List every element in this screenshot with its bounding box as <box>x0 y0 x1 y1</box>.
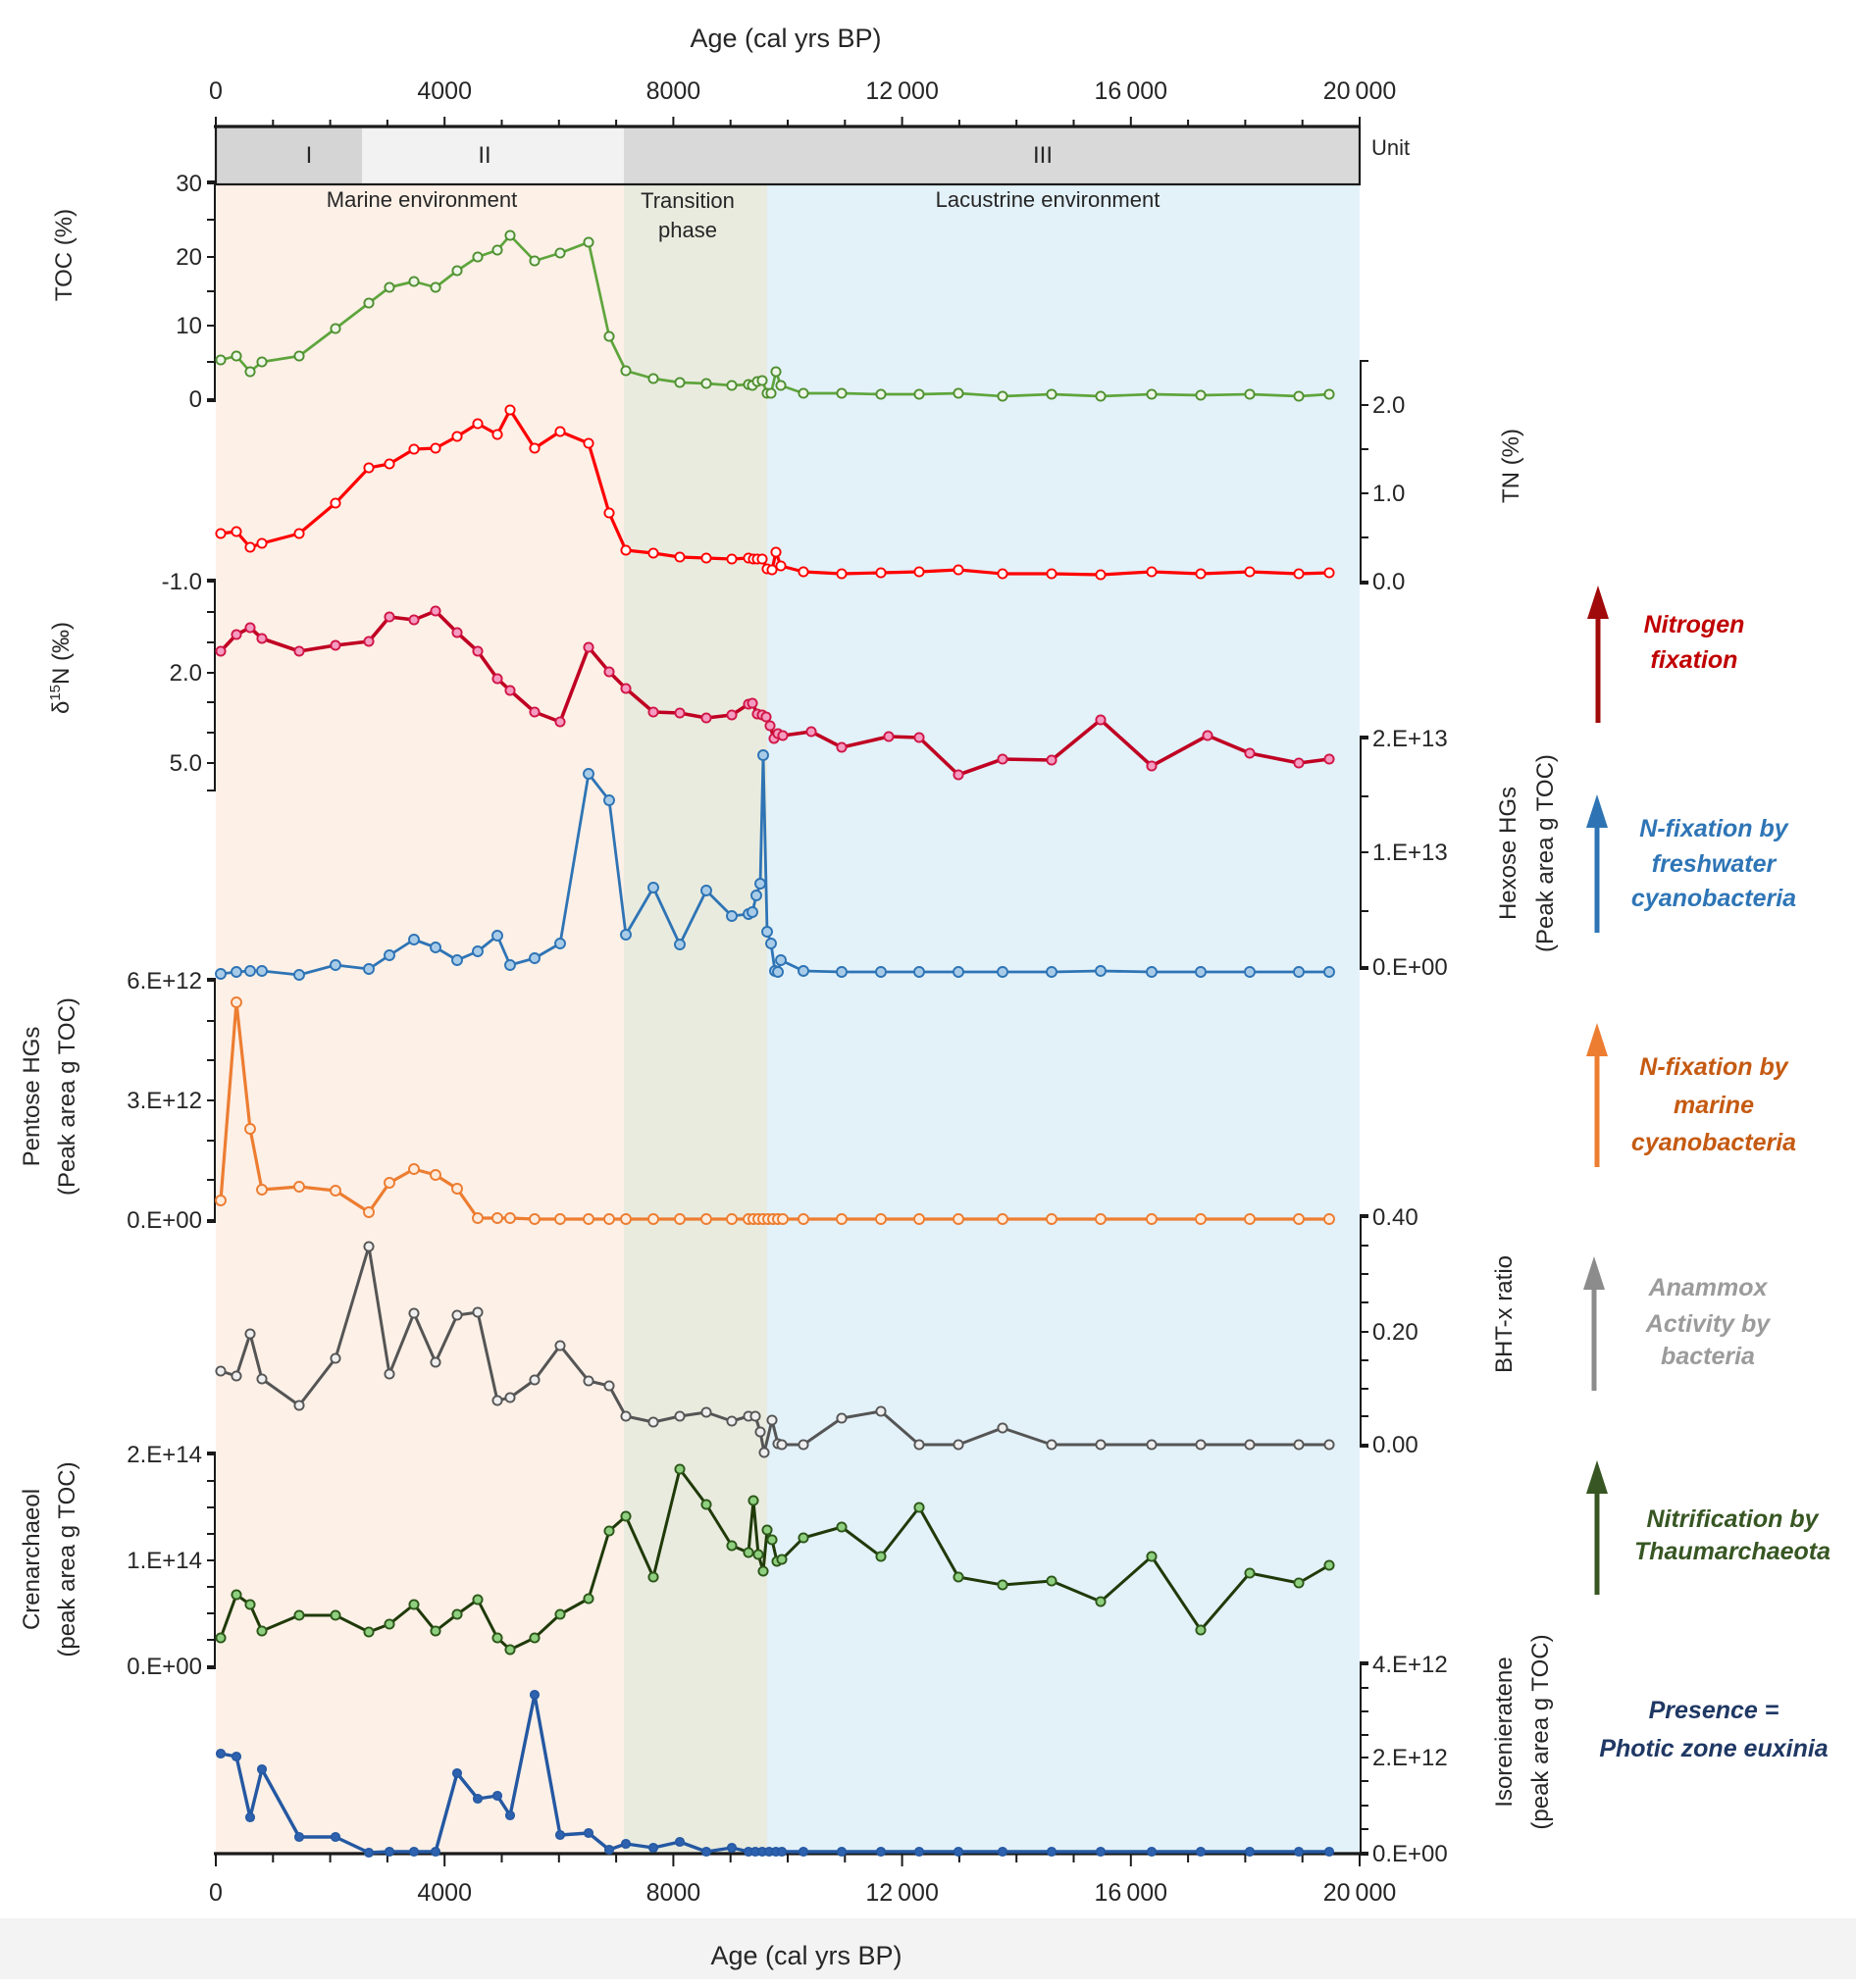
svg-text:0.E+00: 0.E+00 <box>1372 954 1448 981</box>
svg-text:I: I <box>306 142 313 169</box>
svg-text:0.0: 0.0 <box>1372 569 1405 595</box>
svg-text:Age (cal yrs BP): Age (cal yrs BP) <box>710 1941 902 1970</box>
svg-text:Unit: Unit <box>1371 135 1410 160</box>
svg-text:freshwater: freshwater <box>1652 850 1778 878</box>
svg-text:bacteria: bacteria <box>1661 1343 1755 1370</box>
svg-text:4000: 4000 <box>417 1879 472 1907</box>
svg-text:1.0: 1.0 <box>1372 481 1405 507</box>
svg-text:-1.0: -1.0 <box>162 569 202 595</box>
svg-text:2.E+14: 2.E+14 <box>127 1442 202 1468</box>
svg-text:1.E+13: 1.E+13 <box>1372 840 1448 866</box>
svg-text:20: 20 <box>176 244 202 271</box>
svg-text:2.E+12: 2.E+12 <box>1372 1745 1448 1771</box>
svg-text:Age (cal yrs BP): Age (cal yrs BP) <box>690 24 881 53</box>
svg-text:8000: 8000 <box>646 77 701 105</box>
svg-text:8000: 8000 <box>646 1879 701 1907</box>
svg-text:N-fixation by: N-fixation by <box>1639 815 1788 842</box>
svg-text:Nitrogen: Nitrogen <box>1644 611 1745 638</box>
svg-text:0.E+00: 0.E+00 <box>127 1654 202 1680</box>
svg-text:marine: marine <box>1674 1092 1754 1119</box>
svg-text:II: II <box>478 142 490 169</box>
svg-text:Photic zone euxinia: Photic zone euxinia <box>1599 1735 1828 1762</box>
svg-text:TN (%): TN (%) <box>1498 429 1524 503</box>
svg-text:III: III <box>1033 142 1053 169</box>
svg-text:16 000: 16 000 <box>1095 77 1168 105</box>
svg-text:(Peak area g TOC): (Peak area g TOC) <box>1532 754 1559 952</box>
svg-text:Transition: Transition <box>641 188 735 213</box>
svg-text:1.E+14: 1.E+14 <box>127 1548 202 1574</box>
svg-text:12 000: 12 000 <box>865 77 939 105</box>
svg-text:16 000: 16 000 <box>1095 1879 1168 1907</box>
svg-text:0.40: 0.40 <box>1372 1204 1418 1231</box>
svg-text:20 000: 20 000 <box>1323 1879 1397 1907</box>
svg-text:20 000: 20 000 <box>1323 77 1397 105</box>
svg-text:Crenarchaeol: Crenarchaeol <box>19 1489 45 1630</box>
svg-text:4.E+12: 4.E+12 <box>1372 1652 1448 1678</box>
svg-text:Presence =: Presence = <box>1649 1697 1779 1724</box>
svg-text:3.E+12: 3.E+12 <box>127 1088 202 1114</box>
svg-text:cyanobacteria: cyanobacteria <box>1631 885 1796 912</box>
svg-text:Thaumarchaeota: Thaumarchaeota <box>1634 1538 1830 1565</box>
svg-text:0.E+00: 0.E+00 <box>1372 1841 1448 1867</box>
svg-text:(peak area g TOC): (peak area g TOC) <box>1527 1634 1554 1829</box>
svg-text:2.0: 2.0 <box>1372 392 1405 419</box>
svg-text:N-fixation by: N-fixation by <box>1639 1053 1788 1081</box>
svg-text:2.0: 2.0 <box>170 660 202 687</box>
svg-text:6.E+12: 6.E+12 <box>127 968 202 994</box>
svg-text:cyanobacteria: cyanobacteria <box>1631 1129 1796 1156</box>
svg-text:4000: 4000 <box>417 77 472 105</box>
svg-text:0: 0 <box>189 386 202 413</box>
svg-text:Isorenieratene: Isorenieratene <box>1491 1657 1518 1807</box>
svg-text:2.E+13: 2.E+13 <box>1372 726 1448 752</box>
svg-text:5.0: 5.0 <box>170 750 202 777</box>
svg-text:0: 0 <box>209 77 223 105</box>
svg-text:phase: phase <box>658 218 717 242</box>
svg-text:Pentose HGs: Pentose HGs <box>19 1027 45 1167</box>
svg-text:(peak area g TOC): (peak area g TOC) <box>54 1461 80 1657</box>
svg-text:30: 30 <box>176 171 202 197</box>
svg-text:12 000: 12 000 <box>865 1879 939 1907</box>
svg-text:0: 0 <box>209 1879 223 1907</box>
svg-text:fixation: fixation <box>1651 646 1738 674</box>
svg-text:(Peak area g TOC): (Peak area g TOC) <box>54 997 80 1196</box>
svg-text:0.00: 0.00 <box>1372 1432 1418 1458</box>
svg-text:BHT-x ratio: BHT-x ratio <box>1491 1255 1518 1373</box>
svg-text:Activity by: Activity by <box>1645 1310 1772 1338</box>
svg-text:Marine environment: Marine environment <box>327 187 517 212</box>
svg-text:Nitrification by: Nitrification by <box>1646 1505 1819 1533</box>
svg-text:Hexose HGs: Hexose HGs <box>1495 787 1521 920</box>
svg-text:Lacustrine environment: Lacustrine environment <box>936 187 1160 212</box>
svg-text:0.E+00: 0.E+00 <box>127 1207 202 1234</box>
svg-text:Anammox: Anammox <box>1648 1274 1769 1301</box>
svg-text:TOC (%): TOC (%) <box>51 209 77 301</box>
svg-text:10: 10 <box>176 313 202 339</box>
svg-text:0.20: 0.20 <box>1372 1319 1418 1346</box>
